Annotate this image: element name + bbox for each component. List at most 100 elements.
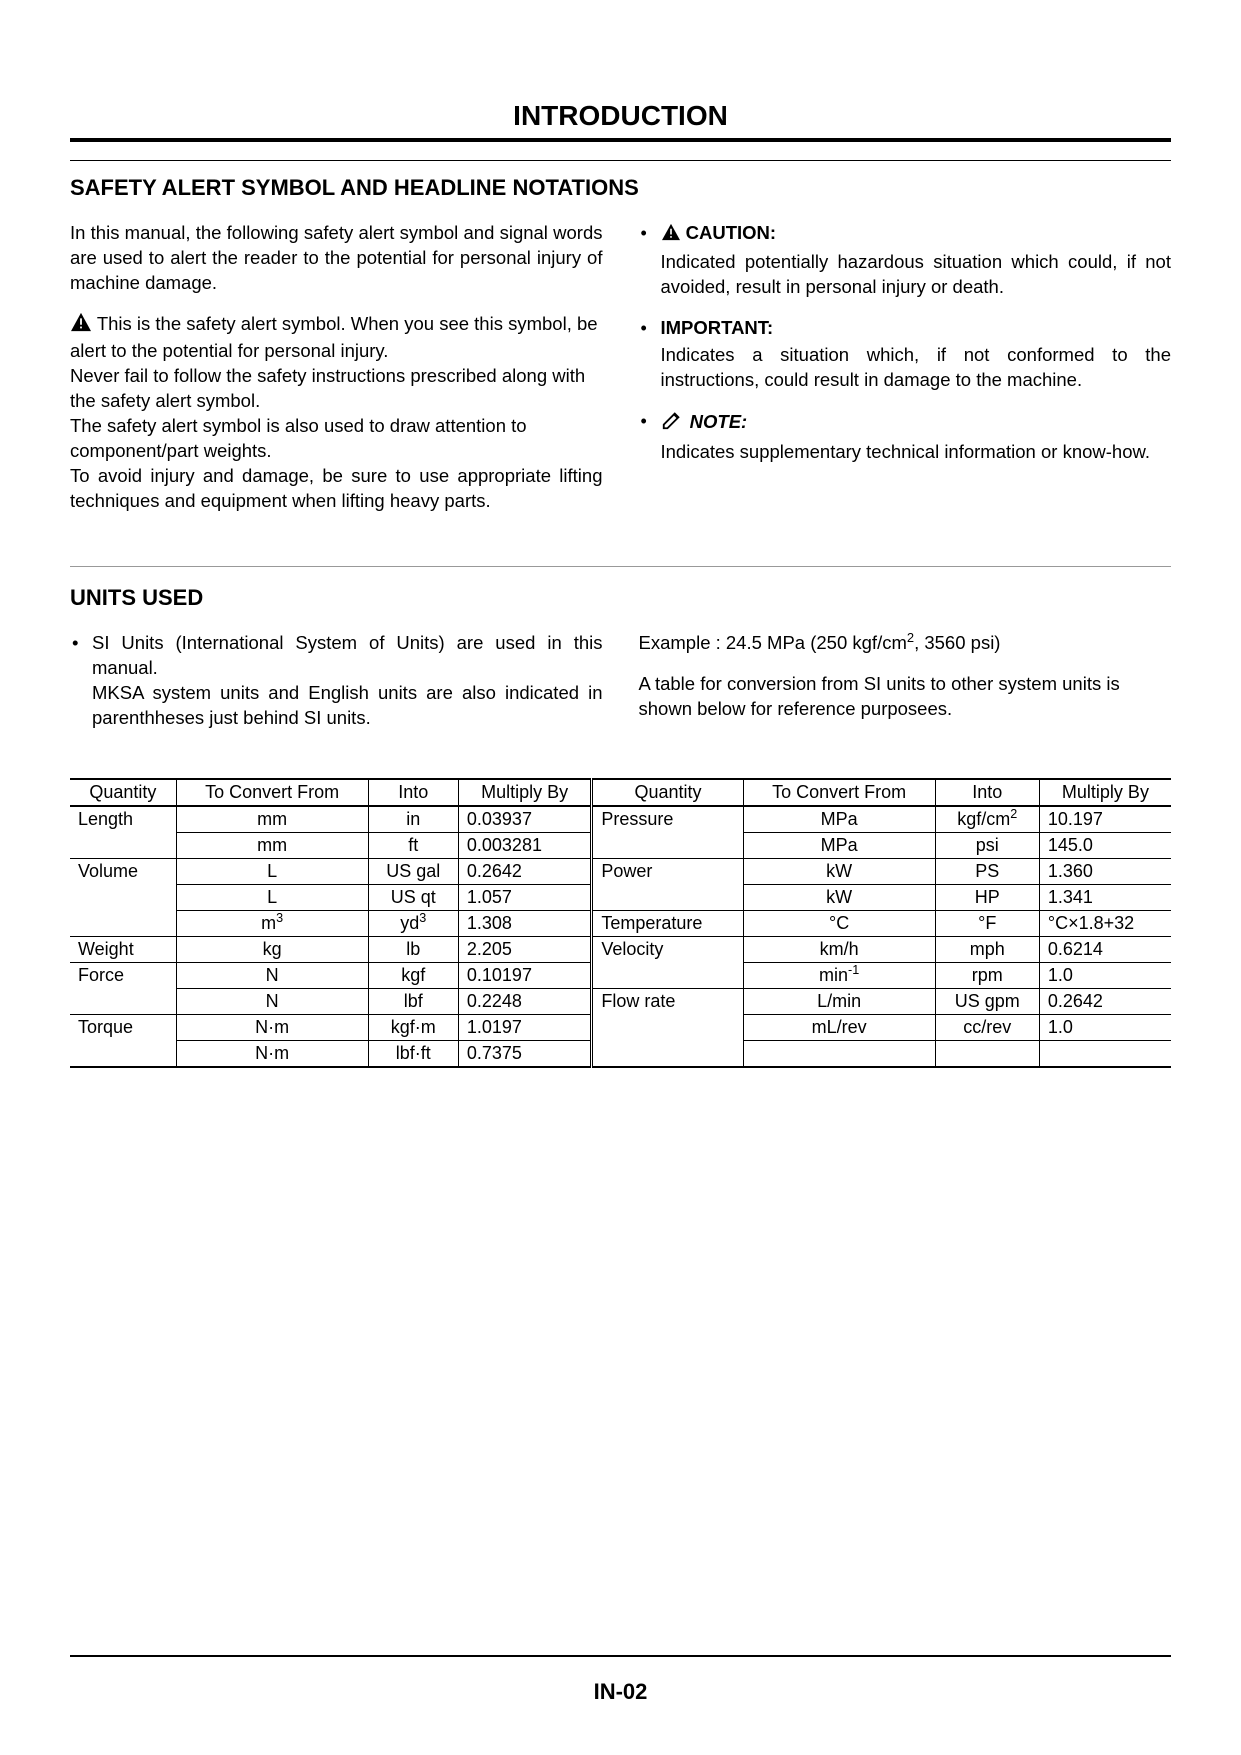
cell-quantity (70, 884, 176, 910)
cell-from (743, 1040, 935, 1067)
units-left-1: • SI Units (International System of Unit… (70, 631, 603, 681)
cell-into: kgf/cm2 (935, 806, 1039, 833)
cell-quantity: Flow rate (592, 988, 743, 1014)
cell-into: rpm (935, 962, 1039, 988)
cell-quantity: Force (70, 962, 176, 988)
cell-multiply: 1.0 (1039, 962, 1171, 988)
cell-multiply: 1.308 (458, 910, 591, 936)
cell-into: PS (935, 858, 1039, 884)
table-row: Lengthmmin0.03937PressureMPakgf/cm210.19… (70, 806, 1171, 833)
section-divider (70, 566, 1171, 567)
cell-multiply: 1.360 (1039, 858, 1171, 884)
cell-from: N (176, 962, 368, 988)
th-convert-from-2: To Convert From (743, 779, 935, 806)
cell-multiply: 145.0 (1039, 832, 1171, 858)
cell-multiply: 0.10197 (458, 962, 591, 988)
footer-rule (70, 1655, 1171, 1657)
important-body: Indicates a situation which, if not conf… (661, 343, 1172, 393)
cell-from: °C (743, 910, 935, 936)
safety-alert-block: This is the safety alert symbol. When yo… (70, 312, 603, 514)
units-heading: UNITS USED (70, 585, 1171, 611)
units-example: Example : 24.5 MPa (250 kgf/cm2, 3560 ps… (639, 631, 1172, 656)
conversion-table: Quantity To Convert From Into Multiply B… (70, 778, 1171, 1068)
cell-multiply: 0.6214 (1039, 936, 1171, 962)
cell-multiply: 10.197 (1039, 806, 1171, 833)
cell-from: L (176, 858, 368, 884)
table-row: Nlbf0.2248Flow rateL/minUS gpm0.2642 (70, 988, 1171, 1014)
cell-into: kgf·m (368, 1014, 458, 1040)
cell-from: N·m (176, 1040, 368, 1067)
cell-quantity: Weight (70, 936, 176, 962)
bullet-icon: • (72, 631, 78, 656)
cell-into: yd3 (368, 910, 458, 936)
safety-alert-text-1: This is the safety alert symbol. When yo… (70, 313, 598, 361)
caution-label: CAUTION: (686, 222, 776, 243)
cell-multiply: 1.341 (1039, 884, 1171, 910)
cell-from: kW (743, 858, 935, 884)
table-row: mmft0.003281MPapsi145.0 (70, 832, 1171, 858)
safety-heading: SAFETY ALERT SYMBOL AND HEADLINE NOTATIO… (70, 175, 1171, 201)
table-row: Weightkglb2.205Velocitykm/hmph0.6214 (70, 936, 1171, 962)
alert-triangle-icon (661, 223, 681, 248)
bullet-icon: • (641, 409, 647, 433)
cell-from: N (176, 988, 368, 1014)
table-body: Lengthmmin0.03937PressureMPakgf/cm210.19… (70, 806, 1171, 1067)
page-title: INTRODUCTION (70, 100, 1171, 132)
cell-from: N·m (176, 1014, 368, 1040)
safety-alert-text-2: Never fail to follow the safety instruct… (70, 365, 585, 411)
pencil-note-icon (661, 409, 683, 438)
safety-columns: In this manual, the following safety ale… (70, 221, 1171, 530)
cell-quantity (592, 1014, 743, 1040)
units-right-2: A table for conversion from SI units to … (639, 672, 1172, 722)
cell-multiply: °C×1.8+32 (1039, 910, 1171, 936)
cell-from: L (176, 884, 368, 910)
cell-quantity: Volume (70, 858, 176, 884)
table-row: VolumeLUS gal0.2642PowerkWPS1.360 (70, 858, 1171, 884)
units-col-right: Example : 24.5 MPa (250 kgf/cm2, 3560 ps… (639, 631, 1172, 738)
note-body: Indicates supplementary technical inform… (661, 440, 1172, 465)
cell-from: L/min (743, 988, 935, 1014)
table-row: ForceNkgf0.10197min-1rpm1.0 (70, 962, 1171, 988)
cell-quantity (592, 1040, 743, 1067)
cell-multiply: 0.2642 (1039, 988, 1171, 1014)
cell-quantity (592, 962, 743, 988)
cell-multiply: 1.0 (1039, 1014, 1171, 1040)
note-item: • NOTE: Indicates supplementary technica… (639, 409, 1172, 465)
title-rule-thin (70, 160, 1171, 161)
cell-quantity (592, 884, 743, 910)
cell-into: cc/rev (935, 1014, 1039, 1040)
th-multiply-2: Multiply By (1039, 779, 1171, 806)
cell-into: HP (935, 884, 1039, 910)
cell-from: min-1 (743, 962, 935, 988)
cell-multiply: 2.205 (458, 936, 591, 962)
safety-col-right: • CAUTION: Indicated potentially hazardo… (639, 221, 1172, 530)
th-into-2: Into (935, 779, 1039, 806)
title-rule-thick (70, 138, 1171, 142)
th-convert-from-1: To Convert From (176, 779, 368, 806)
units-example-suffix: , 3560 psi) (914, 632, 1000, 653)
cell-into: US gpm (935, 988, 1039, 1014)
bullet-icon: • (641, 221, 647, 245)
cell-into: psi (935, 832, 1039, 858)
cell-from: mL/rev (743, 1014, 935, 1040)
cell-into: mph (935, 936, 1039, 962)
cell-from: km/h (743, 936, 935, 962)
cell-quantity (70, 1040, 176, 1067)
note-label: NOTE: (690, 411, 748, 432)
cell-from: mm (176, 832, 368, 858)
cell-quantity: Torque (70, 1014, 176, 1040)
units-example-prefix: Example : 24.5 MPa (250 kgf/cm (639, 632, 907, 653)
cell-into: lb (368, 936, 458, 962)
table-row: TorqueN·mkgf·m1.0197mL/revcc/rev1.0 (70, 1014, 1171, 1040)
cell-quantity: Power (592, 858, 743, 884)
cell-from: MPa (743, 806, 935, 833)
cell-into: lbf (368, 988, 458, 1014)
page-number: IN-02 (0, 1679, 1241, 1705)
th-multiply-1: Multiply By (458, 779, 591, 806)
th-quantity-2: Quantity (592, 779, 743, 806)
cell-multiply: 0.03937 (458, 806, 591, 833)
safety-alert-text-4: To avoid injury and damage, be sure to u… (70, 464, 603, 514)
important-item: • IMPORTANT: Indicates a situation which… (639, 316, 1172, 393)
caution-item: • CAUTION: Indicated potentially hazardo… (639, 221, 1172, 300)
cell-quantity (592, 832, 743, 858)
